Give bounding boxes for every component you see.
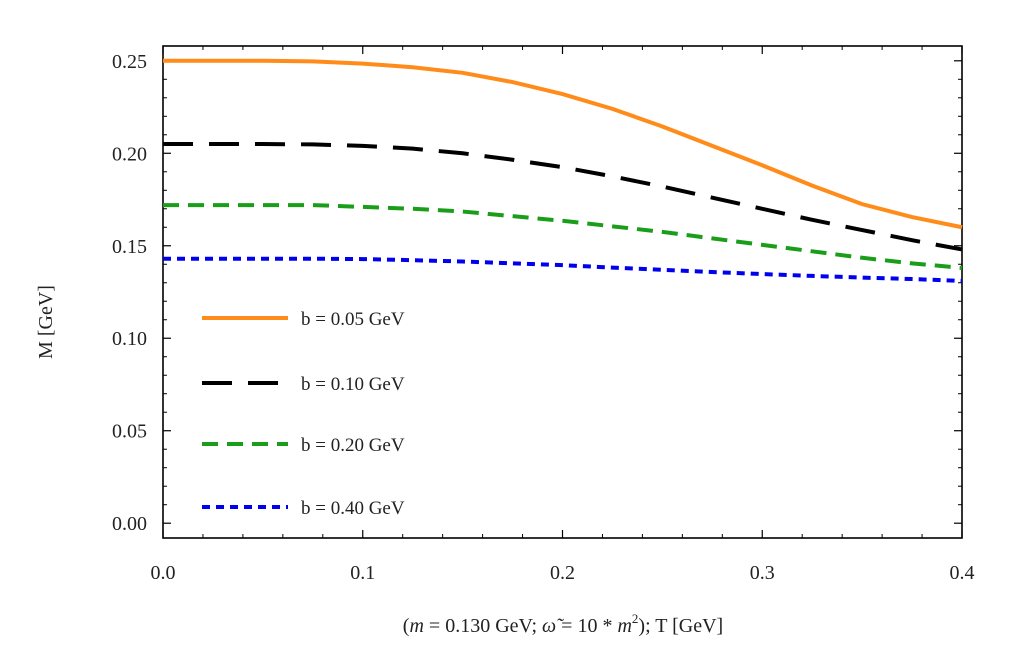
x-tick-label: 0.2 xyxy=(550,562,575,584)
series-line-1 xyxy=(163,58,963,230)
x-tick-label: 0.1 xyxy=(350,562,375,584)
x-tick-label: 0.0 xyxy=(151,562,176,584)
plot-frame xyxy=(162,45,963,539)
x-tick-label: 0.3 xyxy=(750,562,775,584)
legend-label-1: b = 0.05 GeV xyxy=(301,309,405,330)
axis-ticks: 0.0 0.1 0.2 0.3 0.4 0.00 0.05 0.10 0.15 0.20 0.25 xyxy=(112,46,975,584)
y-tick-label: 0.25 xyxy=(112,51,147,73)
x-axis-title-m-symbol: m xyxy=(409,615,423,637)
series-line-2 xyxy=(163,142,963,252)
x-axis-title-close: ); T [GeV] xyxy=(638,615,723,637)
x-axis-title-open: ( xyxy=(403,615,410,637)
series-line-4 xyxy=(163,256,963,283)
legend-label-4: b = 0.40 GeV xyxy=(301,498,405,519)
y-tick-label: 0.05 xyxy=(112,421,147,443)
plot-area xyxy=(162,45,963,539)
x-axis-title-omega-value: = 10 * xyxy=(556,615,617,637)
y-tick-label: 0.00 xyxy=(112,513,147,535)
x-axis-title: (m = 0.130 GeV; ω̃ = 10 * m2); T [GeV] xyxy=(403,611,723,637)
legend-label-3: b = 0.20 GeV xyxy=(301,435,405,456)
legend-label-2: b = 0.10 GeV xyxy=(301,374,405,395)
x-axis-title-m2-symbol: m xyxy=(617,615,631,637)
x-axis-title-m-value: = 0.130 GeV; xyxy=(424,615,542,637)
y-axis-title: M [GeV] xyxy=(35,285,57,359)
series-line-3 xyxy=(163,203,963,270)
y-tick-label: 0.20 xyxy=(112,143,147,165)
legend: b = 0.05 GeV b = 0.10 GeV b = 0.20 GeV b = … xyxy=(202,309,405,519)
series-layer xyxy=(163,58,963,283)
x-tick-label: 0.4 xyxy=(950,562,975,584)
x-axis-title-m2-exponent: 2 xyxy=(632,611,639,626)
y-tick-label: 0.10 xyxy=(112,328,147,350)
y-tick-label: 0.15 xyxy=(112,236,147,258)
